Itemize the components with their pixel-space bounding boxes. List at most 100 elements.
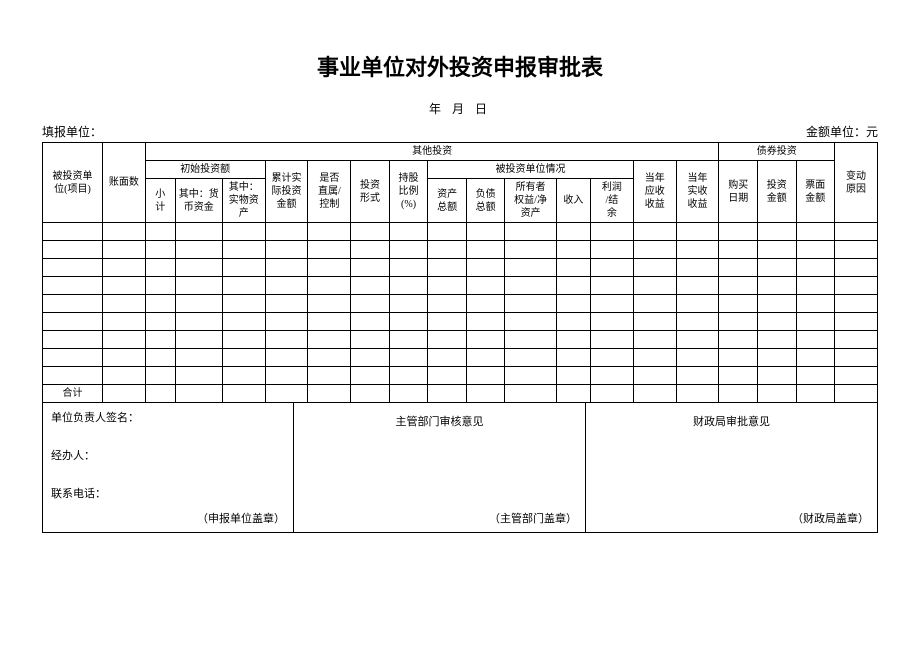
table-cell <box>351 259 390 277</box>
table-cell <box>222 349 265 367</box>
table-row <box>43 259 878 277</box>
table-cell <box>757 259 796 277</box>
table-cell <box>43 331 103 349</box>
h-receivable: 当年应收收益 <box>633 161 676 223</box>
table-cell <box>633 277 676 295</box>
table-cell <box>556 223 590 241</box>
table-cell <box>591 349 634 367</box>
table-cell <box>835 349 878 367</box>
table-cell <box>265 331 308 349</box>
table-cell <box>175 241 222 259</box>
table-cell <box>102 385 145 403</box>
date-line: 年 月 日 <box>42 100 878 117</box>
table-cell <box>556 385 590 403</box>
table-cell <box>796 259 835 277</box>
table-cell <box>796 349 835 367</box>
table-cell <box>757 223 796 241</box>
table-cell <box>265 241 308 259</box>
table-cell <box>351 223 390 241</box>
table-cell <box>466 349 505 367</box>
sig-left-col: 单位负责人签名： 经办人： 联系电话： （申报单位盖章） <box>43 403 294 532</box>
table-cell <box>676 259 719 277</box>
table-cell <box>389 331 428 349</box>
table-cell <box>676 295 719 313</box>
table-cell <box>308 367 351 385</box>
table-row <box>43 349 878 367</box>
table-cell <box>428 277 467 295</box>
table-cell <box>145 349 175 367</box>
table-cell <box>389 277 428 295</box>
table-cell <box>428 295 467 313</box>
h-asset-total: 资产总额 <box>428 179 467 223</box>
signature-block: 单位负责人签名： 经办人： 联系电话： （申报单位盖章） 主管部门审核意见 （主… <box>42 403 878 533</box>
table-cell <box>633 295 676 313</box>
table-cell <box>835 295 878 313</box>
table-cell <box>835 241 878 259</box>
table-cell <box>796 223 835 241</box>
table-cell <box>466 241 505 259</box>
table-cell <box>175 313 222 331</box>
table-cell <box>676 367 719 385</box>
table-cell <box>591 223 634 241</box>
table-cell <box>719 259 758 277</box>
table-cell <box>175 331 222 349</box>
table-cell <box>591 277 634 295</box>
page-title: 事业单位对外投资申报审批表 <box>42 50 878 82</box>
sig-stamp-mid: （主管部门盖章） <box>302 510 577 526</box>
sig-stamp-right: （财政局盖章） <box>594 510 869 526</box>
table-cell <box>389 223 428 241</box>
h-bond-invest: 债券投资 <box>719 143 835 161</box>
table-cell <box>308 277 351 295</box>
table-cell <box>676 241 719 259</box>
h-buy-date: 购买日期 <box>719 161 758 223</box>
table-cell <box>43 241 103 259</box>
table-cell <box>175 349 222 367</box>
table-cell <box>835 277 878 295</box>
table-cell <box>633 313 676 331</box>
table-cell <box>591 367 634 385</box>
table-cell <box>835 259 878 277</box>
table-cell <box>505 367 556 385</box>
table-cell <box>505 313 556 331</box>
h-share-ratio: 持股比例(%) <box>389 161 428 223</box>
sig-right-col: 财政局审批意见 （财政局盖章） <box>586 403 877 532</box>
meta-right: 金额单位：元 <box>806 123 878 140</box>
table-cell <box>145 259 175 277</box>
h-profit-balance: 利润/结余 <box>591 179 634 223</box>
table-cell <box>351 367 390 385</box>
table-cell <box>556 241 590 259</box>
sig-leader: 单位负责人签名： <box>51 409 285 425</box>
table-cell <box>428 241 467 259</box>
table-cell <box>428 331 467 349</box>
table-row <box>43 331 878 349</box>
table-cell <box>265 367 308 385</box>
table-cell <box>719 385 758 403</box>
h-invested-unit-info: 被投资单位情况 <box>428 161 634 179</box>
h-invest-amount: 投资金额 <box>757 161 796 223</box>
table-cell <box>102 295 145 313</box>
table-cell <box>796 367 835 385</box>
table-cell <box>835 223 878 241</box>
table-cell <box>505 331 556 349</box>
table-cell <box>505 223 556 241</box>
table-cell <box>351 241 390 259</box>
table-cell <box>308 295 351 313</box>
table-cell <box>466 259 505 277</box>
h-change-reason: 变动原因 <box>835 143 878 223</box>
table-cell <box>428 367 467 385</box>
h-accum-actual: 累计实际投资金额 <box>265 161 308 223</box>
table-cell <box>308 313 351 331</box>
table-cell <box>308 223 351 241</box>
table-row <box>43 313 878 331</box>
table-cell <box>102 223 145 241</box>
table-cell <box>43 313 103 331</box>
table-cell <box>719 277 758 295</box>
table-cell <box>222 241 265 259</box>
sig-stamp-left: （申报单位盖章） <box>51 510 285 526</box>
table-cell <box>428 223 467 241</box>
table-cell <box>835 331 878 349</box>
table-cell <box>466 331 505 349</box>
h-actual-gain: 当年实收收益 <box>676 161 719 223</box>
table-cell <box>43 367 103 385</box>
table-cell <box>175 385 222 403</box>
